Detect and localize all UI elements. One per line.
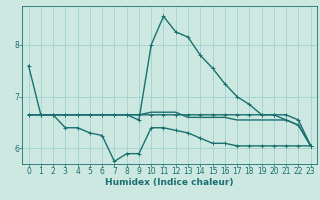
X-axis label: Humidex (Indice chaleur): Humidex (Indice chaleur) — [105, 178, 234, 187]
